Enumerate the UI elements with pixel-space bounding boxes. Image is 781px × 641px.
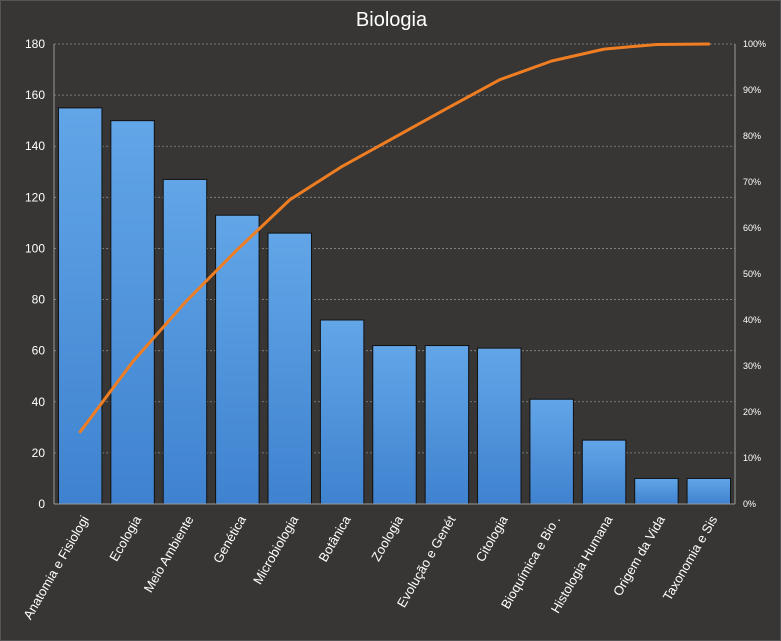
y-tick-label: 160 (25, 88, 45, 102)
y2-tick-label: 10% (743, 453, 761, 463)
bar (110, 120, 155, 505)
bar (477, 347, 522, 505)
y-tick-label: 140 (25, 139, 45, 153)
y2-tick-label: 30% (743, 361, 761, 371)
y2-tick-label: 50% (743, 269, 761, 279)
x-tick-label: Evolução e Genét (394, 513, 459, 610)
bar (686, 477, 732, 505)
bar (424, 345, 470, 505)
x-tick-label: Ecologia (106, 512, 144, 563)
axes (53, 44, 736, 505)
y-tick-label: 100 (25, 241, 45, 255)
y-tick-label: 20 (32, 446, 46, 460)
y-tick-label: 0 (38, 497, 45, 511)
bar (215, 214, 260, 505)
y2-tick-label: 100% (743, 39, 766, 49)
bar (57, 107, 103, 505)
x-tick-label: Anatomia e Fisiologi (20, 513, 92, 622)
x-tick-label: Meio Ambiente (141, 513, 197, 595)
y2-tick-label: 60% (743, 223, 761, 233)
y2-tick-label: 70% (743, 177, 761, 187)
bar (162, 178, 208, 505)
y2-tick-label: 0% (743, 499, 756, 509)
y-tick-label: 80 (32, 293, 46, 307)
y-tick-label: 40 (32, 395, 46, 409)
bar (267, 232, 312, 505)
y-tick-label: 180 (25, 37, 45, 51)
bar (634, 477, 679, 505)
cumulative-line-series (78, 42, 711, 434)
x-tick-label: Microbiologia (250, 512, 302, 586)
x-tick-label: Zoologia (368, 512, 406, 563)
y-tick-label: 120 (25, 190, 45, 204)
chart-title: Biologia (355, 9, 428, 31)
bar (319, 319, 365, 505)
bar-series (57, 107, 732, 505)
x-tick-label: Genética (210, 512, 249, 565)
y2-tick-label: 40% (743, 315, 761, 325)
bar (372, 345, 417, 505)
x-tick-label: Botânica (315, 512, 354, 564)
y2-tick-label: 20% (743, 407, 761, 417)
y2-tick-label: 90% (743, 85, 761, 95)
bar (581, 439, 627, 505)
x-tick-label: Origem da Vida (610, 512, 668, 598)
x-tick-label: Taxonomia e Sis (660, 513, 721, 604)
y-tick-label: 60 (32, 344, 46, 358)
bar (529, 398, 574, 505)
x-tick-label: Citologia (473, 512, 512, 564)
y2-tick-label: 80% (743, 131, 761, 141)
